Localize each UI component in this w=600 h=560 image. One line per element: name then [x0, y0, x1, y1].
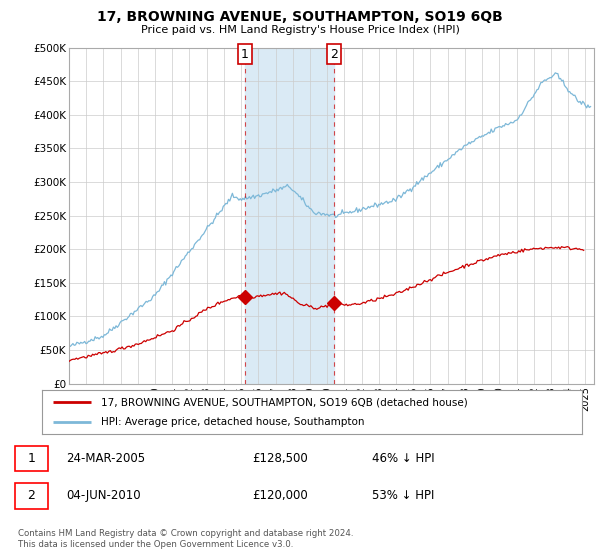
Text: 17, BROWNING AVENUE, SOUTHAMPTON, SO19 6QB (detached house): 17, BROWNING AVENUE, SOUTHAMPTON, SO19 6… [101, 397, 468, 407]
Bar [245, 48, 334, 384]
Text: 04-JUN-2010: 04-JUN-2010 [66, 489, 140, 502]
FancyBboxPatch shape [15, 446, 48, 472]
Text: 1: 1 [241, 48, 249, 60]
Text: £120,000: £120,000 [252, 489, 308, 502]
Text: £128,500: £128,500 [252, 451, 308, 465]
Text: 17, BROWNING AVENUE, SOUTHAMPTON, SO19 6QB: 17, BROWNING AVENUE, SOUTHAMPTON, SO19 6… [97, 10, 503, 24]
Text: 2: 2 [27, 489, 35, 502]
Text: Contains HM Land Registry data © Crown copyright and database right 2024.
This d: Contains HM Land Registry data © Crown c… [18, 529, 353, 549]
Text: 46% ↓ HPI: 46% ↓ HPI [372, 451, 434, 465]
Text: 53% ↓ HPI: 53% ↓ HPI [372, 489, 434, 502]
Text: HPI: Average price, detached house, Southampton: HPI: Average price, detached house, Sout… [101, 417, 365, 427]
Text: 24-MAR-2005: 24-MAR-2005 [66, 451, 145, 465]
Text: 2: 2 [331, 48, 338, 60]
Text: Price paid vs. HM Land Registry's House Price Index (HPI): Price paid vs. HM Land Registry's House … [140, 25, 460, 35]
FancyBboxPatch shape [15, 483, 48, 509]
Text: 1: 1 [27, 451, 35, 465]
